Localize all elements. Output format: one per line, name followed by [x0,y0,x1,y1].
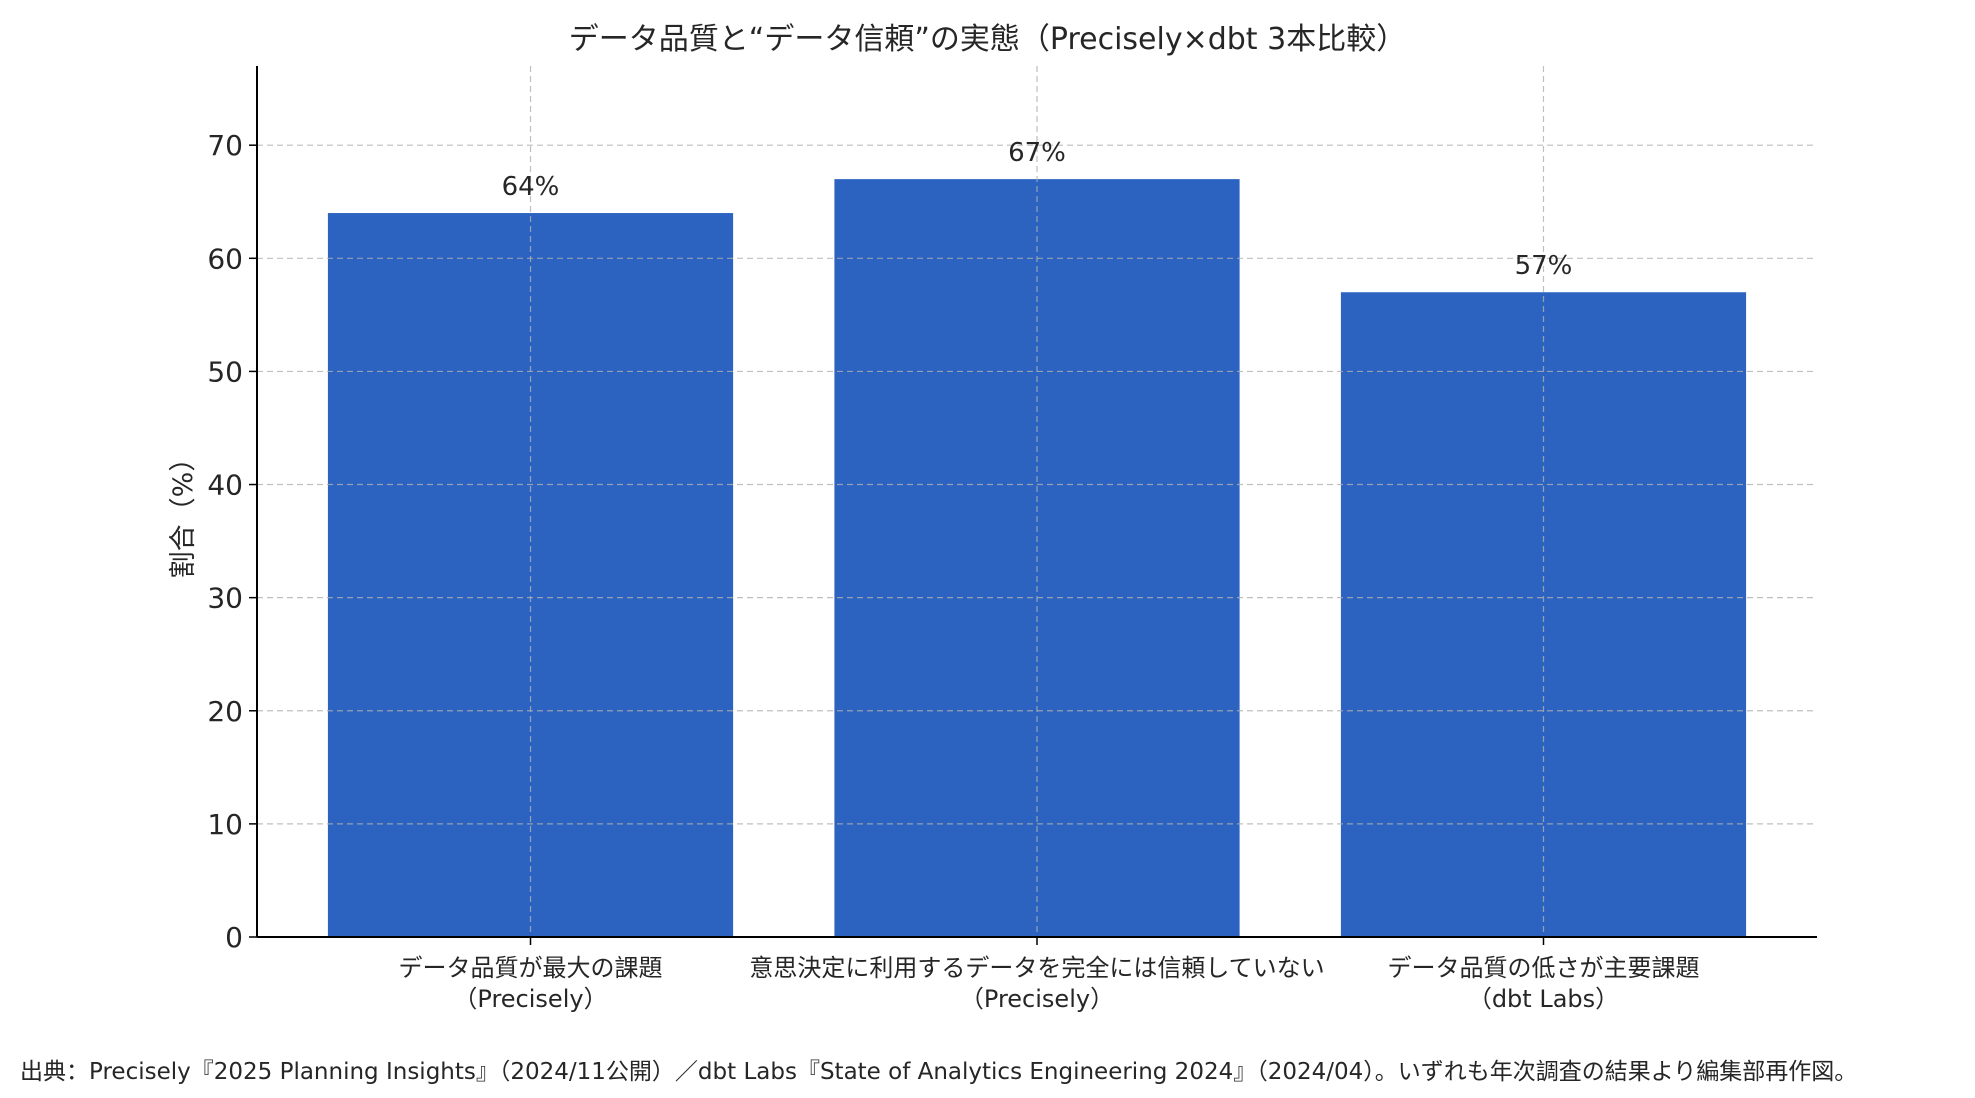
x-tick-label: （Precisely） [960,985,1114,1013]
x-tick-label: データ品質の低さが主要課題 [1387,954,1699,982]
chart-title: データ品質と“データ信頼”の実態（Precisely×dbt 3本比較） [568,22,1407,57]
y-tick-label: 20 [207,695,243,728]
x-tick-label: データ品質が最大の課題 [399,954,663,982]
y-tick-label: 10 [207,808,243,841]
x-tick-label: 意思決定に利用するデータを完全には信頼していない [749,954,1324,982]
y-tick-label: 70 [207,129,243,162]
source-note: 出典：Precisely『2025 Planning Insights』（202… [20,1059,1858,1085]
data-label: 67% [1008,138,1066,168]
data-label: 57% [1515,251,1573,281]
y-tick-label: 30 [207,582,243,615]
x-tick-label: （Precisely） [453,985,607,1013]
data-label: 64% [502,172,560,202]
y-axis-label: 割合（%） [168,445,199,579]
y-tick-label: 50 [207,355,243,388]
y-tick-label: 0 [225,921,243,954]
y-tick-label: 40 [207,469,243,502]
x-tick-label: （dbt Labs） [1468,985,1619,1013]
y-tick-label: 60 [207,242,243,275]
